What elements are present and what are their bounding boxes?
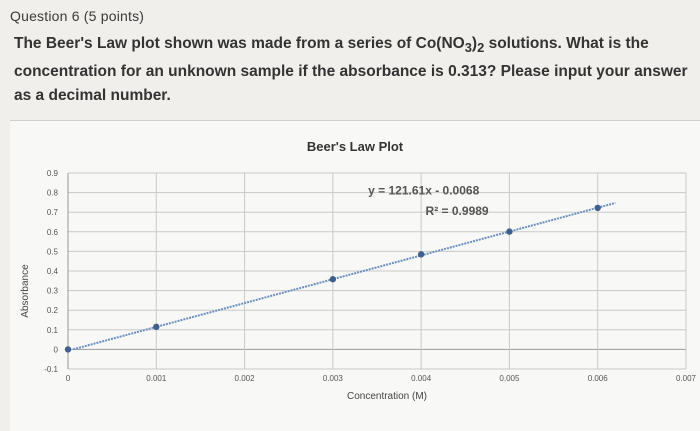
equation-label: y = 121.61x - 0.0068: [368, 184, 479, 198]
question-text-part2: ): [471, 35, 478, 52]
x-tick-label: 0: [66, 374, 71, 383]
y-tick-label: 0.7: [47, 208, 59, 217]
data-point: [506, 228, 513, 235]
chart-grid: [67, 172, 687, 370]
y-tick-label: 0.1: [47, 326, 59, 335]
y-tick-label: 0.8: [47, 189, 59, 198]
subscript-3: 3: [464, 40, 472, 56]
y-tick-label: 0.4: [47, 267, 59, 276]
x-axis-label: Concentration (M): [347, 391, 427, 402]
question-text-part1: The Beer's Law plot shown was made from …: [14, 35, 465, 52]
beers-law-chart: Beer's Law Plot -0.1 0 0.1 0.2 0.3 0.4 0.5 0.6 0…: [20, 139, 697, 402]
chart-ticks: -0.1 0 0.1 0.2 0.3 0.4 0.5 0.6 0.7 0.8 0.9 0 0.001 0.…: [44, 169, 696, 383]
trendline: [73, 201, 616, 351]
x-tick-label: 0.001: [146, 374, 167, 383]
x-tick-label: 0.006: [588, 374, 609, 383]
y-tick-label: 0.6: [47, 228, 59, 237]
subscript-2: 2: [477, 40, 485, 56]
question-header: Question 6 (5 points): [10, 8, 145, 24]
question-text-part3: solutions. What is the concentration for…: [14, 35, 688, 105]
data-points: [64, 204, 601, 353]
x-tick-label: 0.002: [235, 374, 256, 383]
y-tick-label: 0: [54, 345, 59, 354]
y-tick-label: 0.5: [47, 247, 59, 256]
data-point: [153, 323, 160, 331]
x-tick-label: 0.004: [411, 374, 432, 383]
chart-image: Beer's Law Plot -0.1 0 0.1 0.2 0.3 0.4 0.5 0.6 0…: [10, 120, 700, 431]
y-tick-label: 0.9: [47, 169, 59, 178]
data-point: [329, 276, 337, 283]
question-text: The Beer's Law plot shown was made from …: [14, 32, 690, 108]
chart-title: Beer's Law Plot: [307, 139, 404, 154]
data-point: [417, 251, 425, 258]
data-point: [594, 204, 601, 212]
y-tick-label: -0.1: [44, 365, 58, 374]
data-point: [64, 346, 72, 353]
y-tick-label: 0.3: [47, 287, 59, 296]
y-tick-label: 0.2: [47, 306, 59, 315]
x-tick-label: 0.005: [499, 374, 520, 383]
y-axis-label: Absorbance: [20, 264, 31, 318]
x-tick-label: 0.007: [676, 374, 697, 383]
r-squared-label: R² = 0.9989: [426, 204, 489, 218]
x-tick-label: 0.003: [323, 374, 344, 383]
